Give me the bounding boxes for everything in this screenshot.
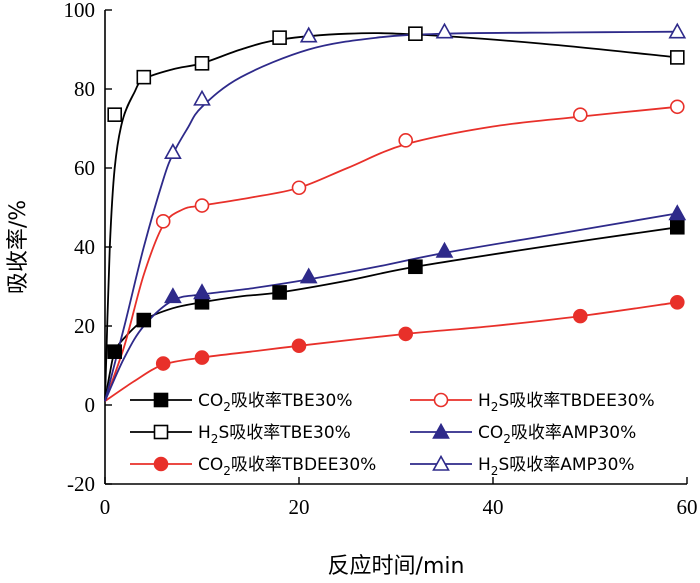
data-point-co2-tbe — [408, 259, 423, 275]
data-point-co2-amp — [435, 241, 454, 258]
y-tick-label: 40 — [74, 235, 95, 259]
legend-label-subscript: 2 — [211, 432, 219, 446]
data-point-h2s-tbdee — [398, 133, 414, 148]
legend-label-rest: S吸收率TBE30% — [218, 423, 350, 443]
data-point-co2-tbdee — [669, 294, 685, 310]
series-line-co2-tbdee — [104, 301, 678, 402]
legend-label-rest: 吸收率TBDEE30% — [231, 455, 376, 475]
legend-label-subscript: 2 — [223, 400, 231, 414]
legend-label-main: CO — [198, 455, 223, 475]
data-point-h2s-amp — [668, 22, 687, 39]
legend-label-subscript: 2 — [503, 432, 511, 446]
series-line-h2s-amp — [104, 30, 678, 402]
legend-marker-co2-amp — [432, 422, 450, 439]
y-axis-title: 吸收率/% — [6, 200, 31, 294]
data-point-co2-amp — [299, 267, 318, 284]
legend-label-main: CO — [478, 423, 503, 443]
legend-marker-co2-tbe — [153, 392, 169, 408]
data-point-h2s-tbe — [136, 69, 152, 85]
legend: CO2吸收率TBE30% H2S吸收率TBDEE30%H2S吸收率TBE30% CO… — [130, 391, 655, 478]
data-point-h2s-tbe — [272, 30, 287, 45]
data-point-co2-tbe — [107, 344, 122, 359]
legend-item-h2s-tbe: H2S吸收率TBE30% — [130, 423, 351, 446]
legend-label-rest: 吸收率AMP30% — [511, 423, 636, 443]
legend-label-subscript: 2 — [223, 464, 231, 478]
legend-label-main: H — [478, 391, 491, 411]
legend-label-h2s-amp: H2S吸收率AMP30% — [478, 455, 635, 478]
y-tick-label: 100 — [64, 0, 96, 22]
data-point-h2s-tbe — [669, 50, 685, 65]
data-point-h2s-tbe — [194, 56, 210, 71]
legend-marker-h2s-tbe — [153, 424, 169, 440]
legend-label-main: H — [198, 423, 211, 443]
x-tick-label: 40 — [483, 495, 504, 519]
legend-label-main: H — [478, 455, 491, 475]
data-point-co2-tbdee — [291, 338, 307, 354]
data-point-h2s-tbdee — [194, 198, 210, 213]
data-point-h2s-amp — [193, 89, 211, 106]
legend-item-co2-amp: CO2吸收率AMP30% — [410, 422, 636, 446]
x-tick-label: 20 — [289, 495, 310, 519]
legend-label-h2s-tbdee: H2S吸收率TBDEE30% — [478, 391, 655, 414]
legend-label-rest: S吸收率AMP30% — [498, 455, 634, 475]
legend-label-h2s-tbe: H2S吸收率TBE30% — [198, 423, 351, 446]
legend-label-co2-amp: CO2吸收率AMP30% — [478, 423, 636, 446]
data-point-co2-tbe — [136, 312, 152, 328]
series-line-h2s-tbdee — [104, 105, 678, 402]
legend-item-h2s-amp: H2S吸收率AMP30% — [410, 454, 635, 478]
legend-label-co2-tbe: CO2吸收率TBE30% — [198, 391, 352, 414]
legend-marker-h2s-tbdee — [433, 392, 449, 408]
x-tick-label: 0 — [100, 495, 111, 519]
y-tick-label: 80 — [74, 77, 95, 101]
data-point-h2s-tbe — [107, 107, 122, 122]
data-point-h2s-amp — [164, 143, 182, 159]
legend-item-h2s-tbdee: H2S吸收率TBDEE30% — [410, 391, 655, 414]
data-point-co2-tbe — [669, 219, 685, 235]
legend-label-rest: S吸收率TBDEE30% — [498, 391, 654, 411]
legend-label-rest: 吸收率TBE30% — [231, 391, 353, 411]
data-point-h2s-tbdee — [155, 214, 171, 229]
series-line-h2s-tbe — [104, 32, 678, 402]
data-point-co2-amp — [193, 283, 211, 300]
legend-label-co2-tbdee: CO2吸收率TBDEE30% — [198, 455, 376, 478]
y-tick-label: 20 — [74, 314, 95, 338]
data-point-co2-amp — [668, 204, 687, 221]
legend-marker-h2s-amp — [432, 454, 450, 471]
legend-label-subscript: 2 — [491, 464, 499, 478]
legend-label-subscript: 2 — [491, 400, 499, 414]
series-line-co2-amp — [104, 212, 678, 402]
data-point-co2-tbdee — [194, 350, 210, 365]
data-point-co2-tbdee — [155, 356, 171, 371]
data-point-h2s-tbe — [408, 26, 423, 42]
legend-item-co2-tbe: CO2吸收率TBE30% — [130, 391, 352, 414]
data-point-h2s-amp — [299, 26, 318, 43]
legend-item-co2-tbdee: CO2吸收率TBDEE30% — [130, 455, 376, 478]
series-lines — [104, 30, 678, 402]
data-point-co2-tbe — [272, 285, 287, 300]
data-point-h2s-tbdee — [291, 180, 307, 196]
y-tick-label: 60 — [74, 156, 95, 180]
data-point-co2-tbdee — [572, 308, 588, 324]
data-point-h2s-tbdee — [572, 107, 588, 122]
data-point-co2-amp — [164, 287, 182, 304]
data-point-h2s-tbdee — [669, 99, 685, 115]
data-point-co2-tbdee — [398, 326, 414, 342]
y-tick-label: -20 — [67, 472, 95, 496]
series-markers — [107, 22, 687, 371]
x-tick-label: 60 — [677, 495, 698, 519]
legend-marker-co2-tbdee — [153, 456, 169, 472]
data-point-h2s-amp — [435, 22, 454, 39]
legend-label-main: CO — [198, 391, 223, 411]
y-tick-label: 0 — [85, 393, 96, 417]
x-axis-title: 反应时间/min — [328, 554, 465, 579]
